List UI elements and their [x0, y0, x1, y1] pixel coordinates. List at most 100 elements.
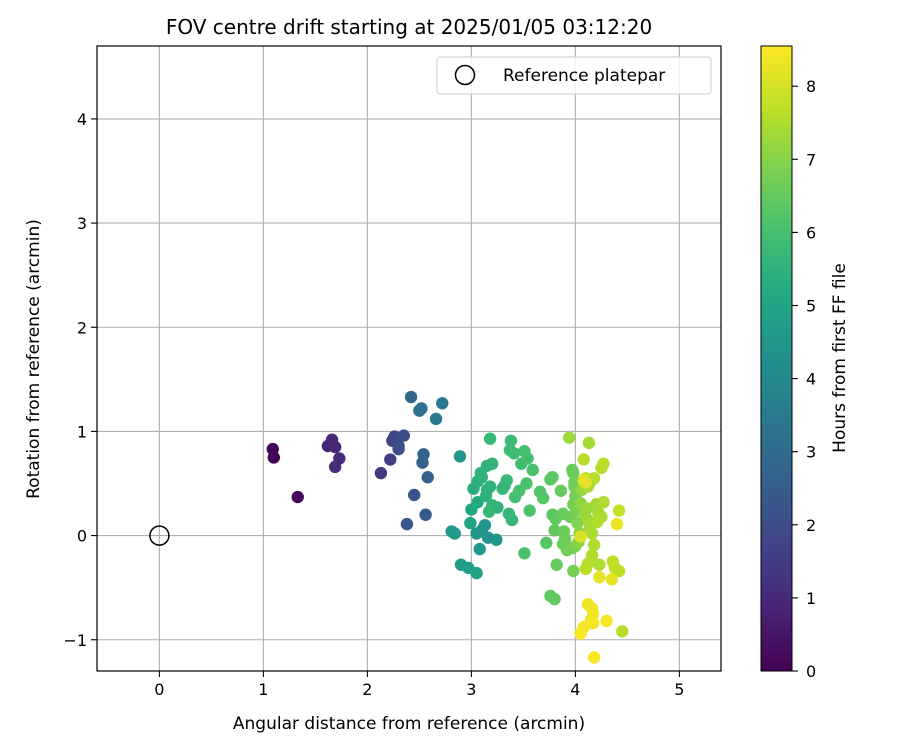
colorbar-tick-label: 6	[806, 223, 816, 242]
data-point	[291, 490, 304, 504]
x-tick-label: 4	[570, 680, 580, 699]
data-point	[384, 453, 397, 466]
data-point	[597, 457, 610, 470]
data-point	[470, 566, 483, 580]
colorbar-tick-label: 8	[806, 77, 816, 96]
data-point	[464, 516, 477, 530]
data-point	[417, 448, 430, 461]
colorbar-tick-label: 5	[806, 297, 816, 316]
data-point	[500, 474, 513, 487]
data-point	[328, 460, 342, 474]
data-point	[616, 625, 629, 638]
data-point	[597, 496, 610, 509]
data-point	[591, 515, 604, 529]
data-point	[571, 516, 584, 530]
data-point	[577, 453, 590, 466]
data-point	[478, 518, 492, 532]
x-tick-label: 2	[362, 680, 372, 699]
data-point	[612, 564, 626, 578]
data-point	[408, 488, 421, 502]
data-point	[470, 527, 483, 540]
data-points	[266, 390, 629, 664]
legend-reference-marker	[454, 64, 476, 86]
y-tick-label: 0	[77, 527, 87, 546]
data-point	[483, 432, 497, 445]
data-point	[610, 517, 624, 531]
data-point	[267, 451, 280, 464]
data-point	[404, 390, 418, 404]
x-tick-label: 3	[466, 680, 476, 699]
data-point	[548, 592, 561, 606]
colorbar-tick-label: 7	[806, 150, 816, 169]
data-point	[579, 476, 592, 489]
data-point	[429, 412, 443, 426]
data-point	[593, 571, 606, 584]
data-point	[536, 491, 550, 505]
data-point	[554, 484, 568, 497]
x-tick-label: 5	[674, 680, 684, 699]
y-tick-label: 4	[77, 110, 87, 129]
data-point	[546, 471, 559, 484]
data-point	[574, 530, 587, 543]
data-point	[490, 533, 503, 546]
data-point	[479, 489, 493, 503]
grid-lines	[97, 46, 721, 671]
data-point	[388, 430, 401, 443]
data-point	[521, 452, 534, 465]
data-point	[419, 508, 432, 521]
colorbar-gradient	[760, 45, 793, 672]
y-tick-label: 1	[77, 422, 87, 441]
data-point	[526, 463, 539, 477]
data-point	[374, 466, 388, 480]
data-point	[473, 542, 486, 556]
data-point	[579, 562, 592, 576]
plot-frame	[96, 45, 722, 672]
data-point	[436, 397, 449, 410]
data-point	[328, 440, 342, 454]
data-point	[486, 457, 499, 470]
data-point	[574, 627, 587, 640]
data-point	[600, 614, 613, 628]
data-point	[586, 616, 600, 630]
data-point	[397, 429, 410, 442]
data-point	[482, 505, 496, 518]
data-point	[582, 436, 596, 450]
data-point	[453, 450, 467, 463]
data-point	[567, 466, 580, 480]
data-point	[523, 504, 536, 517]
data-point	[605, 573, 618, 586]
data-point	[540, 536, 553, 550]
data-point	[507, 447, 521, 460]
data-point	[562, 431, 576, 444]
data-point	[505, 513, 519, 527]
data-point	[548, 524, 561, 537]
colorbar-tick-label: 1	[806, 589, 816, 608]
colorbar-label: Hours from first FF file	[830, 263, 850, 453]
data-point	[415, 402, 428, 415]
y-tick-label: −1	[63, 631, 87, 650]
x-tick-label: 1	[258, 680, 268, 699]
x-axis-label: Angular distance from reference (arcmin)	[233, 714, 585, 734]
data-point	[421, 471, 434, 484]
colorbar-tick-label: 4	[806, 370, 816, 389]
data-point	[520, 477, 533, 490]
data-point	[585, 527, 599, 540]
legend-box	[436, 56, 712, 95]
data-point	[475, 471, 488, 484]
data-point	[448, 527, 461, 540]
colorbar: 0 1 2 3 4 5 6 7 8 Hours from first FF file	[760, 45, 850, 681]
data-point	[580, 502, 594, 515]
reference-marker	[149, 525, 170, 546]
colorbar-tick-label: 0	[806, 662, 816, 681]
data-point	[550, 558, 563, 571]
data-point	[400, 517, 414, 531]
data-point	[483, 480, 497, 493]
x-tick-label: 0	[154, 680, 164, 699]
data-point	[587, 538, 601, 552]
y-axis-label: Rotation from reference (arcmin)	[24, 219, 44, 499]
y-tick-label: 2	[77, 318, 87, 337]
colorbar-tick-label: 2	[806, 516, 816, 535]
colorbar-tick-label: 3	[806, 443, 816, 462]
data-point	[504, 434, 518, 447]
x-axis-ticks: 0 1 2 3 4 5	[154, 671, 684, 699]
